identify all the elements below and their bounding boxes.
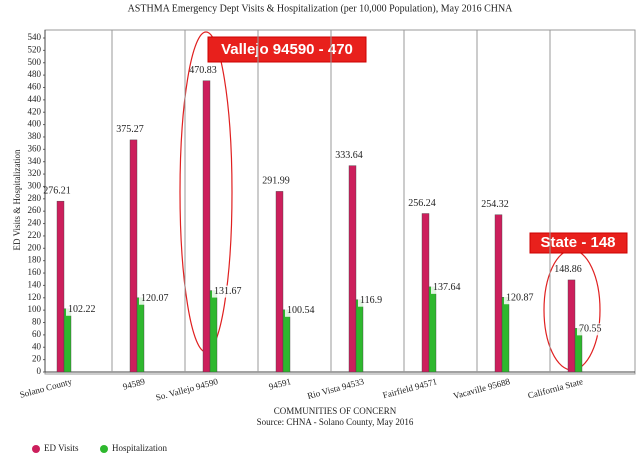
- bar: [275, 191, 284, 373]
- x-tick-label: 94591: [268, 376, 292, 391]
- y-tick-label: 0: [37, 366, 42, 376]
- data-label: 120.07: [141, 293, 169, 304]
- source: Source: CHNA - Solano County, May 2016: [257, 417, 414, 427]
- y-tick-label: 460: [28, 82, 42, 92]
- y-tick-label: 140: [28, 279, 42, 289]
- data-label: 470.83: [189, 65, 217, 76]
- data-label: 137.64: [433, 282, 461, 293]
- label-bg: [358, 294, 392, 307]
- bar: [348, 165, 357, 373]
- bar: [129, 139, 138, 373]
- label-bg: [285, 304, 319, 317]
- bar: [501, 297, 510, 373]
- bar: [136, 297, 145, 373]
- x-tick-label: California State: [527, 376, 584, 400]
- legend-swatch: [100, 445, 108, 453]
- data-label: 375.27: [116, 124, 144, 135]
- y-tick-label: 520: [28, 44, 42, 54]
- data-label: 131.67: [214, 286, 242, 297]
- x-tick-label: Fairfield 94571: [382, 376, 438, 400]
- legend-label: ED Visits: [44, 443, 79, 453]
- y-tick-label: 340: [28, 156, 42, 166]
- bar: [202, 80, 211, 373]
- y-tick-label: 360: [28, 143, 42, 153]
- bar: [355, 299, 364, 373]
- y-tick-label: 200: [28, 242, 42, 252]
- y-tick-label: 540: [28, 32, 42, 42]
- x-tick-label: 94589: [122, 376, 147, 392]
- y-tick-label: 500: [28, 57, 42, 67]
- bar: [63, 308, 72, 373]
- bar: [282, 309, 291, 373]
- data-label: 116.9: [360, 295, 382, 306]
- y-tick-label: 380: [28, 131, 42, 141]
- y-tick-label: 240: [28, 218, 42, 228]
- data-label: 291.99: [262, 176, 290, 187]
- y-tick-label: 420: [28, 106, 42, 116]
- data-label: 256.24: [408, 198, 436, 209]
- data-label: 100.54: [287, 305, 315, 316]
- data-label: 102.22: [68, 304, 96, 315]
- bar: [567, 279, 576, 373]
- y-tick-label: 220: [28, 230, 42, 240]
- y-tick-label: 100: [28, 304, 42, 314]
- y-tick-label: 320: [28, 168, 42, 178]
- y-tick-label: 80: [32, 317, 42, 327]
- data-label: 276.21: [43, 185, 71, 196]
- legend-label: Hospitalization: [112, 443, 167, 453]
- label-bg: [577, 323, 611, 336]
- y-tick-label: 120: [28, 292, 42, 302]
- y-tick-label: 180: [28, 255, 42, 265]
- x-axis-label: COMMUNITIES OF CONCERN: [274, 406, 397, 416]
- label-bg: [431, 281, 465, 294]
- legend-swatch: [32, 445, 40, 453]
- bar: [421, 213, 430, 373]
- chart-title: ASTHMA Emergency Dept Visits & Hospitali…: [128, 3, 514, 14]
- bar: [428, 286, 437, 373]
- label-bg: [139, 292, 173, 305]
- data-label: 254.32: [481, 199, 509, 210]
- data-label: 70.55: [579, 324, 602, 335]
- bar: [209, 290, 218, 373]
- bar: [494, 214, 503, 373]
- annotation-box: [529, 232, 628, 254]
- y-tick-label: 440: [28, 94, 42, 104]
- y-axis-label: ED Visits & Hospitalization: [12, 149, 22, 251]
- data-label: 333.64: [335, 150, 363, 161]
- bar: [56, 200, 65, 373]
- x-tick-label: So. Vallejo 94590: [155, 376, 220, 402]
- label-bg: [504, 292, 538, 305]
- data-label: 148.86: [554, 264, 582, 275]
- y-tick-label: 40: [32, 341, 42, 351]
- y-tick-label: 480: [28, 69, 42, 79]
- y-tick-label: 280: [28, 193, 42, 203]
- y-tick-label: 20: [32, 354, 42, 364]
- y-tick-label: 400: [28, 119, 42, 129]
- label-bg: [212, 285, 246, 298]
- y-tick-label: 160: [28, 267, 42, 277]
- annotation: State - 148: [540, 234, 615, 251]
- label-bg: [66, 303, 100, 316]
- annotation: Vallejo 94590 - 470: [221, 41, 353, 58]
- x-tick-label: Rio Vista 94533: [306, 376, 365, 401]
- x-tick-label: Vacaville 95688: [452, 376, 511, 401]
- annotation-box: [207, 36, 367, 63]
- y-tick-label: 260: [28, 205, 42, 215]
- data-label: 120.87: [506, 293, 534, 304]
- x-tick-label: Solano County: [19, 376, 74, 400]
- y-tick-label: 300: [28, 181, 42, 191]
- y-tick-label: 60: [32, 329, 42, 339]
